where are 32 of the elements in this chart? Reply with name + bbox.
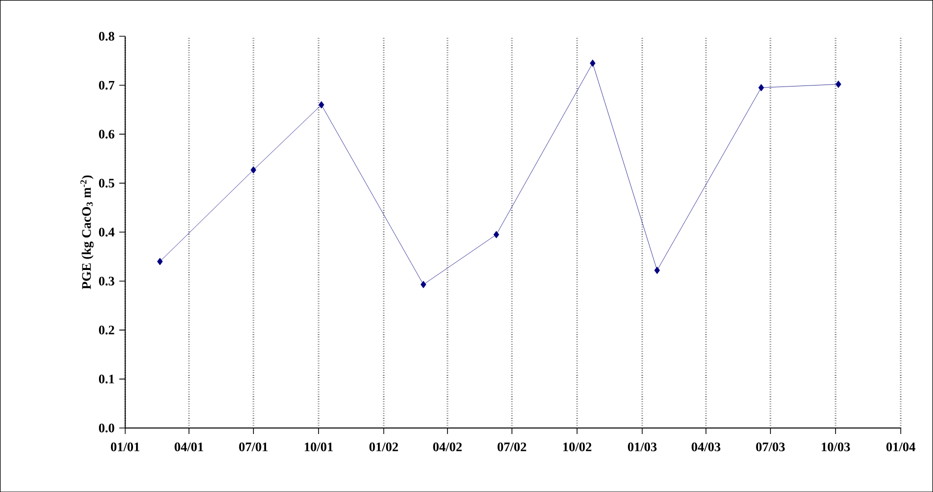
x-tick-label: 04/02 bbox=[433, 442, 462, 452]
point bbox=[494, 230, 500, 238]
x-tick-label: 04/03 bbox=[692, 442, 720, 452]
point bbox=[758, 84, 764, 92]
point bbox=[654, 266, 660, 274]
x-tick-label: 10/03 bbox=[822, 442, 850, 452]
x-tick-label: 10/02 bbox=[563, 442, 592, 452]
y-tick-label: 0.3 bbox=[98, 276, 114, 286]
x-tick-label: 01/03 bbox=[628, 442, 657, 452]
y-axis-title: PGE (kg CacO$_{3}$ m$^{-2}$) bbox=[80, 175, 94, 290]
x-tick-label: 07/01 bbox=[239, 442, 268, 452]
point bbox=[250, 166, 256, 174]
point bbox=[318, 101, 324, 108]
x-tick-label: 04/01 bbox=[174, 442, 204, 452]
point bbox=[836, 80, 842, 88]
point bbox=[590, 59, 596, 67]
x-tick-label: 01/04 bbox=[886, 442, 916, 452]
y-tick-label: 0.4 bbox=[98, 228, 114, 236]
y-tick-label: 0.1 bbox=[98, 374, 114, 384]
y-tick-label: 0.2 bbox=[98, 326, 114, 334]
y-tick-label: 0.0 bbox=[98, 423, 114, 432]
x-tick-label: 01/01 bbox=[110, 442, 140, 452]
x-tick-label: 10/01 bbox=[304, 442, 333, 452]
y-tick-label: 0.8 bbox=[98, 32, 114, 41]
x-tick-label: 07/03 bbox=[756, 442, 785, 452]
x-tick-label: 01/02 bbox=[369, 442, 398, 452]
y-tick-label: 0.6 bbox=[98, 130, 114, 138]
point bbox=[420, 280, 426, 288]
y-tick-label: 0.7 bbox=[98, 80, 114, 90]
y-tick-label: 0.5 bbox=[98, 178, 114, 188]
x-tick-label: 07/02 bbox=[498, 442, 526, 452]
point bbox=[157, 258, 163, 266]
